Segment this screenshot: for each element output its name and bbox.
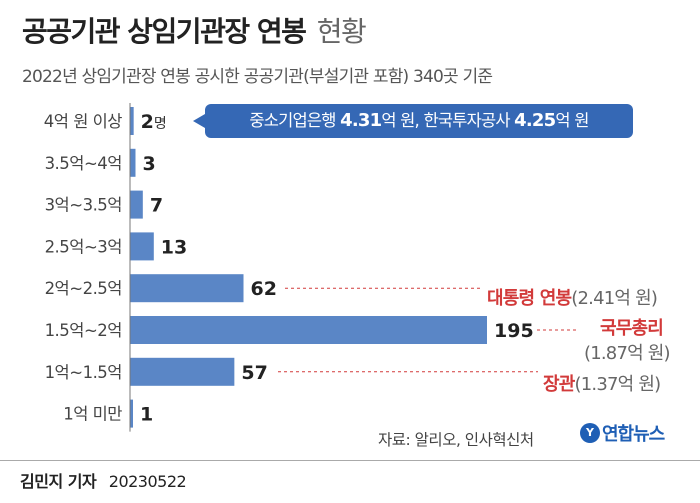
value-label: 13: [161, 236, 187, 258]
category-label: 3.5억~4억: [45, 154, 122, 173]
footer-date: 20230522: [108, 472, 187, 491]
minister-value: (1.37억 원): [574, 374, 662, 395]
callout-value1: 4.31: [340, 110, 382, 131]
bar: [130, 274, 244, 303]
value-label: 7: [150, 195, 163, 217]
value-label: 1: [140, 404, 153, 426]
callout-part1: 중소기업은행: [249, 111, 341, 130]
bar: [130, 190, 143, 219]
category-label: 1억 미만: [63, 405, 122, 424]
category-label: 3억~3.5억: [45, 196, 122, 215]
pm-label: 국무총리: [600, 318, 664, 339]
source-note: 자료: 알리오, 인사혁신처: [378, 431, 534, 449]
value-label: 2명: [141, 111, 167, 133]
pm-value: (1.87억 원): [584, 343, 671, 364]
president-value: (2.41억 원): [571, 288, 658, 309]
bar: [130, 148, 136, 177]
chart-title-main: 공공기관 상임기관장 연봉: [22, 15, 307, 48]
bar-chart: 4억 원 이상 2명 3.5억~4억 3 3억~3.5억 7 2.5억~3억 13 2억~2.5…: [44, 103, 578, 432]
category-label: 1억~1.5억: [45, 363, 122, 382]
pm-value-note: (1.87억 원): [584, 339, 671, 365]
footer-author: 김민지 기자: [20, 472, 97, 491]
bar: [130, 232, 154, 261]
bar: [130, 316, 487, 344]
top-salary-callout: 중소기업은행 4.31억 원, 한국투자공사 4.25억 원: [193, 104, 633, 138]
chart-title: 공공기관 상임기관장 연봉 현황: [22, 10, 367, 50]
category-label: 1.5억~2억: [45, 321, 122, 340]
category-label: 4억 원 이상: [44, 112, 123, 131]
chart-title-suffix: 현황: [316, 15, 367, 48]
minister-salary-note: 장관(1.37억 원): [543, 370, 662, 396]
bar: [130, 399, 133, 428]
value-label: 62: [251, 278, 277, 300]
callout-value2: 4.25: [514, 110, 556, 131]
value-label: 195: [494, 320, 534, 342]
value-label: 57: [241, 362, 267, 384]
president-label: 대통령 연봉: [487, 288, 572, 309]
footer-divider: [0, 460, 700, 461]
chart-subtitle: 2022년 상임기관장 연봉 공시한 공공기관(부설기관 포함) 340곳 기준: [22, 67, 493, 87]
pm-label-note: 국무총리: [600, 314, 664, 340]
yonhap-logo: Y 연합뉴스: [580, 420, 665, 446]
category-label: 2억~2.5억: [45, 279, 122, 298]
category-label: 2.5억~3억: [45, 237, 122, 256]
callout-part3: 억 원: [555, 111, 589, 130]
yonhap-logo-text: 연합뉴스: [602, 424, 665, 445]
callout-part2: 억 원, 한국투자공사: [381, 111, 515, 130]
yonhap-logo-icon: Y: [580, 423, 600, 443]
footer-credit: 김민지 기자 20230522: [20, 468, 187, 492]
bar: [130, 107, 134, 135]
minister-label: 장관: [543, 374, 575, 395]
bar: [130, 357, 235, 386]
president-salary-note: 대통령 연봉(2.41억 원): [487, 284, 658, 310]
value-label: 3: [142, 153, 155, 175]
